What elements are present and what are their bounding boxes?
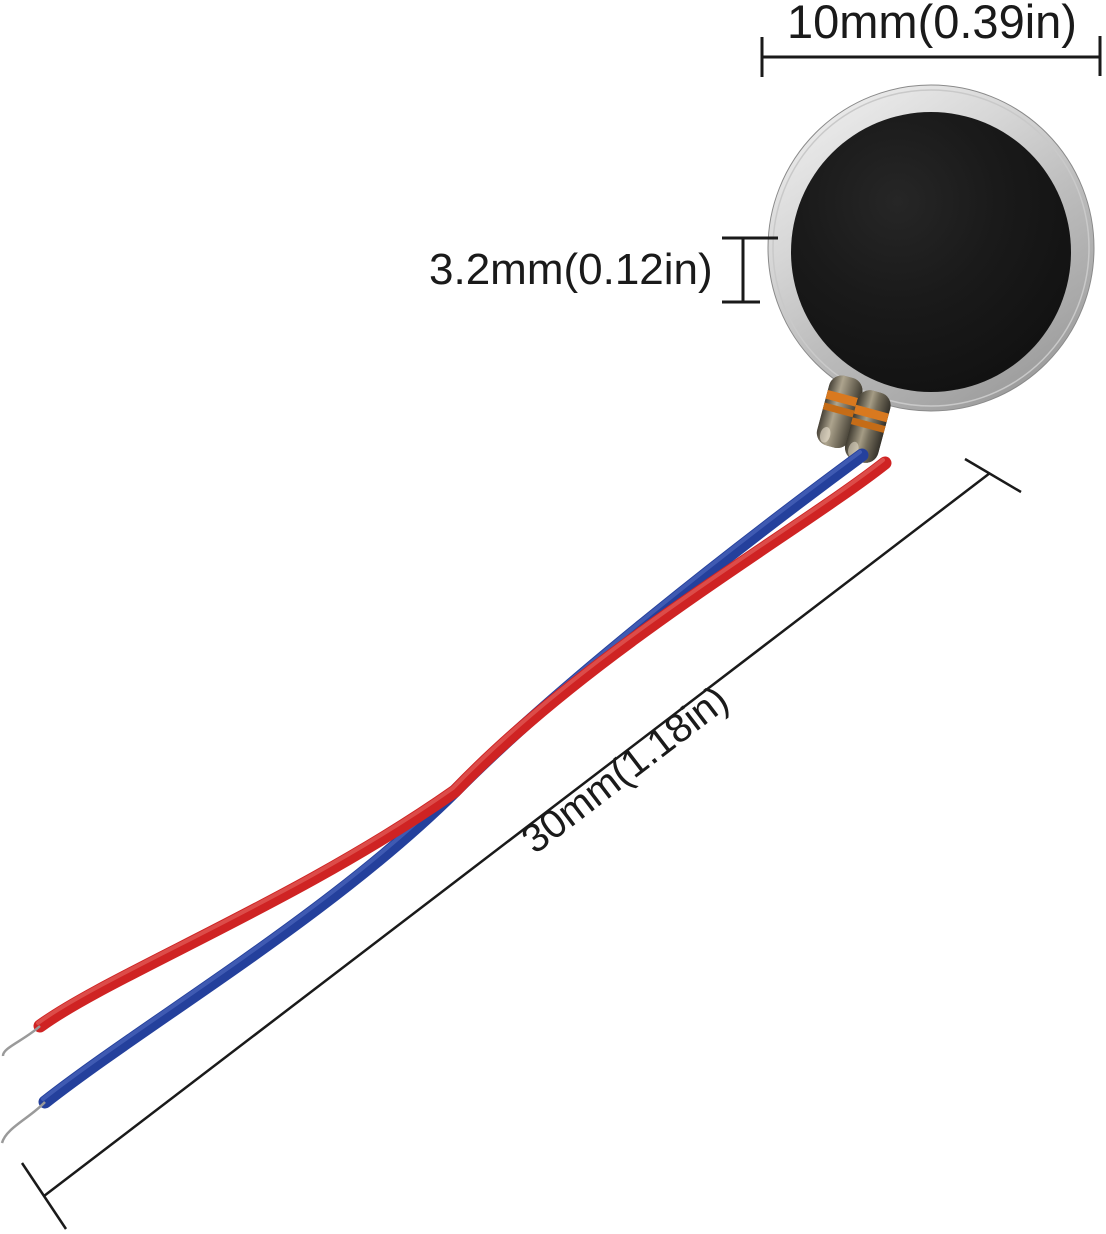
svg-text:10mm(0.39in): 10mm(0.39in) — [787, 0, 1077, 48]
svg-text:3.2mm(0.12in): 3.2mm(0.12in) — [429, 245, 713, 294]
